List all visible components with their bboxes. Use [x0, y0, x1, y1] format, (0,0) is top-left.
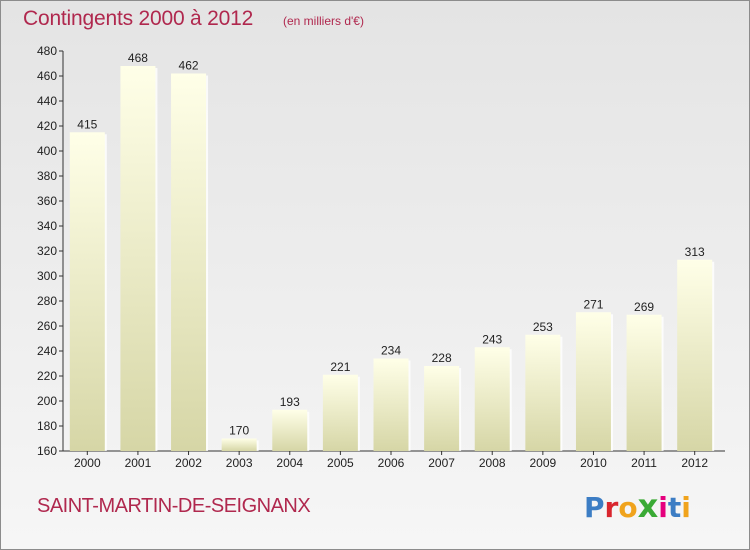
- x-tick-label: 2005: [327, 456, 354, 470]
- data-label: 468: [128, 51, 148, 65]
- y-tick-label: 260: [37, 319, 57, 333]
- x-tick-label: 2004: [276, 456, 303, 470]
- y-tick-label: 460: [37, 69, 57, 83]
- bar-2004: [272, 409, 308, 451]
- data-label: 243: [482, 332, 502, 346]
- logo-letter: P: [584, 491, 605, 524]
- data-label: 193: [280, 395, 300, 409]
- y-axis: 160 180 200 220 240 260 280 300 320 340 360 380 400 4…: [37, 44, 64, 458]
- x-tick-label: 2002: [175, 456, 202, 470]
- data-label: 313: [685, 245, 705, 259]
- bar-2012: [677, 259, 713, 451]
- x-tick-label: 2008: [479, 456, 506, 470]
- y-tick-label: 440: [37, 94, 57, 108]
- data-label: 462: [179, 59, 199, 73]
- logo-letter: i: [658, 491, 668, 524]
- y-tick-label: 180: [37, 419, 57, 433]
- chart-subtitle: (en milliers d'€): [283, 14, 364, 28]
- y-tick-label: 220: [37, 369, 57, 383]
- logo-letter: o: [618, 491, 638, 524]
- data-label: 170: [229, 424, 249, 438]
- bar-2011: [626, 314, 662, 451]
- bar-2001: [120, 66, 156, 451]
- data-label: 269: [634, 300, 654, 314]
- y-tick-label: 380: [37, 169, 57, 183]
- place-name: SAINT-MARTIN-DE-SEIGNANX: [37, 495, 311, 517]
- data-label: 221: [330, 360, 350, 374]
- x-tick-label: 2009: [529, 456, 556, 470]
- x-tick-label: 2003: [226, 456, 253, 470]
- bar-2009: [525, 334, 561, 451]
- y-tick-label: 320: [37, 244, 57, 258]
- data-label: 271: [583, 297, 603, 311]
- y-tick-label: 160: [37, 444, 57, 458]
- bar-2010: [575, 312, 611, 451]
- logo-letter: t: [667, 491, 682, 524]
- x-axis: 2000 2001 2002 2003 2004 2005 2006 2007 2008 2009…: [63, 450, 725, 470]
- x-tick-label: 2001: [125, 456, 152, 470]
- bar-2005: [322, 374, 358, 451]
- x-tick-label: 2000: [74, 456, 101, 470]
- y-tick-label: 200: [37, 394, 57, 408]
- x-tick-label: 2012: [681, 456, 708, 470]
- y-tick-label: 480: [37, 44, 57, 58]
- data-label: 228: [432, 351, 452, 365]
- x-tick-label: 2011: [631, 456, 657, 470]
- bars: [69, 66, 715, 451]
- data-label: 253: [533, 320, 553, 334]
- y-tick-label: 420: [37, 119, 57, 133]
- bar-2006: [373, 358, 409, 451]
- bar-2007: [424, 366, 460, 451]
- bar-2008: [474, 347, 510, 451]
- x-tick-label: 2006: [378, 456, 405, 470]
- logo-letter: x: [637, 487, 659, 525]
- data-label: 234: [381, 344, 401, 358]
- x-tick-label: 2007: [428, 456, 455, 470]
- y-tick-label: 300: [37, 269, 57, 283]
- y-tick-label: 400: [37, 144, 57, 158]
- bar-2000: [69, 132, 105, 451]
- logo-letter: r: [604, 491, 619, 524]
- bar-2003: [221, 438, 257, 451]
- logo-letter: i: [681, 491, 691, 524]
- data-labels: 415 468 462 170 193 221 234 228 243 253 271 269 313: [77, 51, 705, 438]
- data-label: 415: [77, 117, 97, 131]
- y-tick-label: 340: [37, 219, 57, 233]
- chart-title: Contingents 2000 à 2012: [23, 7, 254, 30]
- bar-2002: [171, 73, 207, 451]
- proxiti-logo[interactable]: Proxiti: [584, 487, 691, 525]
- y-tick-label: 360: [37, 194, 57, 208]
- y-tick-label: 280: [37, 294, 57, 308]
- x-tick-label: 2010: [580, 456, 607, 470]
- y-tick-label: 240: [37, 344, 57, 358]
